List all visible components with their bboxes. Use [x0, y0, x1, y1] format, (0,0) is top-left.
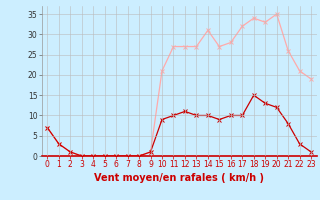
X-axis label: Vent moyen/en rafales ( km/h ): Vent moyen/en rafales ( km/h ): [94, 173, 264, 183]
